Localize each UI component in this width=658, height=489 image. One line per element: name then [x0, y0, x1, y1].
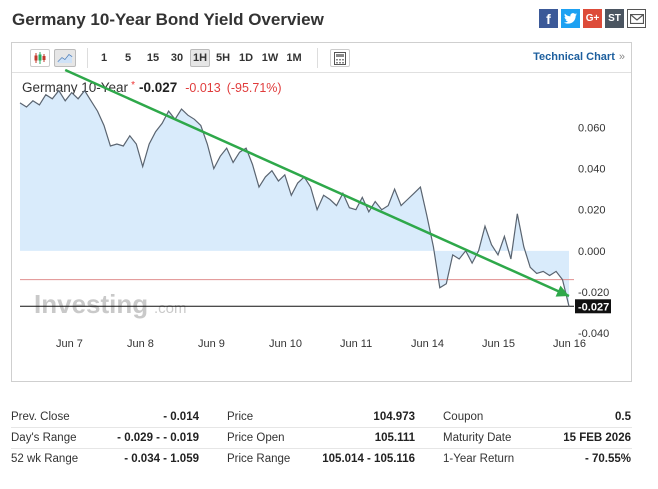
- y-tick-label: -0.020: [578, 287, 609, 299]
- stat-label-prev-close: Prev. Close: [11, 411, 70, 423]
- technical-chart-label: Technical Chart: [533, 51, 615, 63]
- stat-value-prev-close: - 0.014: [163, 411, 199, 423]
- x-tick-label: Jun 11: [340, 338, 372, 350]
- last-price: -0.027: [138, 80, 178, 95]
- stats-row: 52 wk Range - 0.034 - 1.059 Price Range …: [11, 449, 632, 469]
- stat-value-price-open: 105.111: [374, 432, 415, 444]
- last-value-label: -0.027: [578, 301, 609, 313]
- stat-value-1-year-return: - 70.55%: [584, 453, 631, 465]
- x-tick-label: Jun 16: [553, 338, 586, 350]
- stat-label-maturity-date: Maturity Date: [443, 432, 512, 444]
- last-value-badge: [575, 299, 611, 314]
- stat-value-maturity-date: 15 FEB 2026: [563, 432, 631, 444]
- timeframe-5h-button[interactable]: 5H: [215, 52, 231, 64]
- series-area-fill: [20, 90, 569, 307]
- stat-value-price: 104.973: [373, 411, 415, 423]
- stat-label-52wk-range: 52 wk Range: [11, 453, 79, 465]
- calculator-icon[interactable]: [330, 49, 350, 67]
- y-tick-label: 0.040: [578, 164, 606, 176]
- price-change: -0.013: [185, 81, 221, 95]
- page-title: Germany 10-Year Bond Yield Overview: [12, 10, 324, 29]
- stat-value-price-range: 105.014 - 105.116: [322, 453, 415, 465]
- email-icon[interactable]: [627, 9, 646, 28]
- x-tick-label: Jun 10: [269, 338, 302, 350]
- social-share-bar: f G+ ST: [539, 9, 646, 28]
- twitter-icon[interactable]: [561, 9, 580, 28]
- trend-arrow-line: [64, 68, 570, 298]
- timeframe-15-button[interactable]: 15: [146, 52, 160, 64]
- toolbar-divider: [317, 48, 318, 68]
- stats-row: Day's Range - 0.029 - - 0.019 Price Open…: [11, 428, 632, 448]
- stat-label-price: Price: [227, 411, 254, 423]
- x-tick-label: Jun 8: [127, 338, 154, 350]
- trend-arrow-head: [555, 285, 569, 297]
- row-divider: [11, 427, 632, 428]
- double-chevron-right-icon: »: [618, 51, 625, 63]
- yield-chart[interactable]: Investing .com 0.060 0.040 0.020 0.000 -0.020 -…: [12, 43, 633, 383]
- instrument-name: Germany 10-Year: [22, 80, 129, 95]
- row-divider: [11, 448, 632, 449]
- stat-label-days-range: Day's Range: [11, 432, 77, 444]
- x-tick-label: Jun 15: [482, 338, 515, 350]
- y-tick-label: -0.040: [578, 328, 609, 340]
- watermark-brand: Investing: [34, 289, 148, 319]
- stat-label-coupon: Coupon: [443, 411, 484, 423]
- stat-value-coupon: 0.5: [615, 411, 631, 423]
- timeframe-1d-button[interactable]: 1D: [238, 52, 254, 64]
- candlestick-chart-icon[interactable]: [30, 49, 50, 67]
- timeframe-1w-button[interactable]: 1W: [261, 52, 279, 64]
- x-tick-label: Jun 14: [411, 338, 444, 350]
- timeframe-30-button[interactable]: 30: [170, 52, 184, 64]
- watermark-suffix: .com: [154, 300, 187, 317]
- delayed-star-icon: *: [131, 80, 135, 91]
- stat-label-price-range: Price Range: [227, 453, 291, 465]
- chart-panel: 1 5 15 30 1H 5H 1D 1W 1M Technical Chart…: [11, 42, 632, 382]
- price-change-percent: (-95.71%): [226, 81, 282, 95]
- stat-value-days-range: - 0.029 - - 0.019: [117, 432, 199, 444]
- stat-value-52wk-range: - 0.034 - 1.059: [124, 453, 199, 465]
- quote-header: Germany 10-Year * -0.027 -0.013 (-95.71%): [22, 80, 282, 95]
- stocktwits-icon[interactable]: ST: [605, 9, 624, 28]
- stat-label-price-open: Price Open: [227, 432, 285, 444]
- series-line: [19, 89, 570, 307]
- chart-toolbar: 1 5 15 30 1H 5H 1D 1W 1M Technical Chart…: [12, 43, 631, 73]
- technical-chart-link[interactable]: Technical Chart»: [533, 51, 625, 63]
- y-tick-label: 0.020: [578, 205, 606, 217]
- x-tick-label: Jun 7: [56, 338, 83, 350]
- x-tick-label: Jun 9: [198, 338, 225, 350]
- google-plus-icon[interactable]: G+: [583, 9, 602, 28]
- y-tick-label: 0.000: [578, 246, 606, 258]
- stat-label-1-year-return: 1-Year Return: [443, 453, 515, 465]
- timeframe-1m-button[interactable]: 1M: [286, 52, 302, 64]
- y-tick-label: 0.060: [578, 123, 606, 135]
- timeframe-1-button[interactable]: 1: [100, 52, 108, 64]
- timeframe-1h-button[interactable]: 1H: [190, 49, 210, 67]
- timeframe-5-button[interactable]: 5: [124, 52, 132, 64]
- stats-row: Prev. Close - 0.014 Price 104.973 Coupon…: [11, 407, 632, 427]
- facebook-icon[interactable]: f: [539, 9, 558, 28]
- toolbar-divider: [87, 48, 88, 68]
- area-chart-icon[interactable]: [54, 49, 76, 67]
